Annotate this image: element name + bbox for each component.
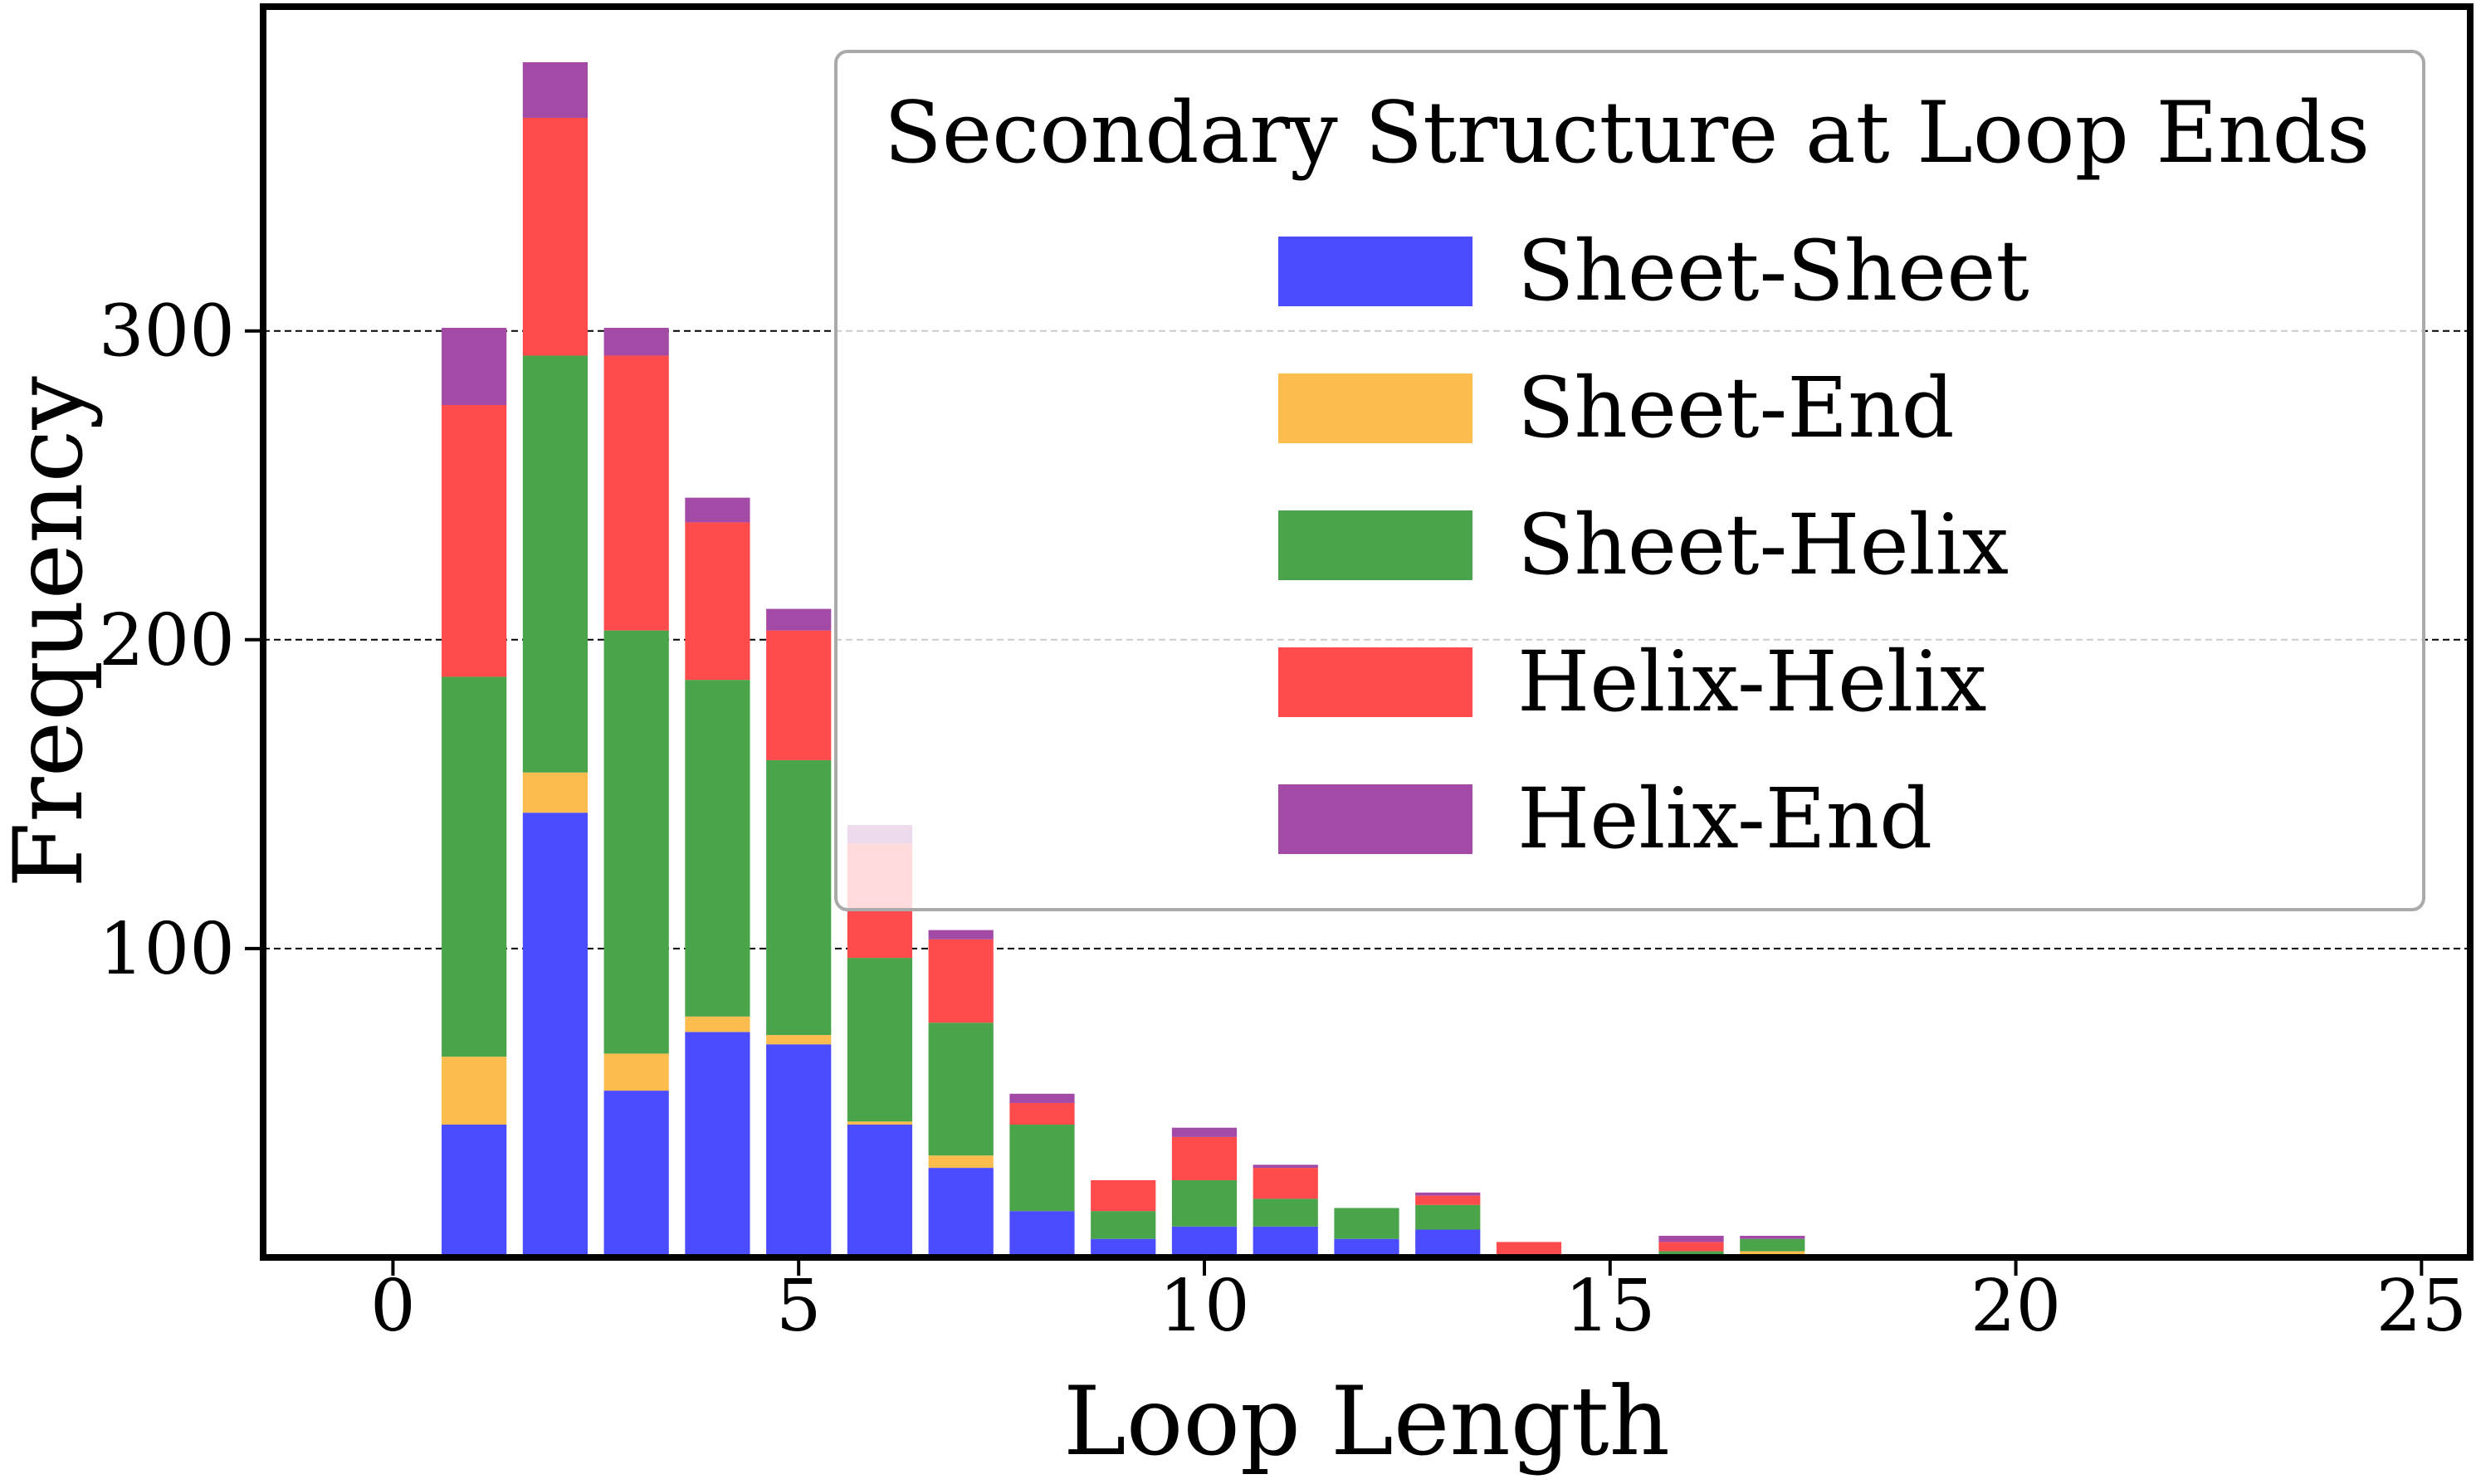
y-axis-label: Frequency [0, 376, 104, 888]
bar-segment [603, 1053, 669, 1091]
bar-segment [847, 1121, 913, 1125]
bar-segment [1091, 1238, 1156, 1257]
bar-segment [766, 759, 832, 1036]
bar-segment [522, 117, 588, 356]
bar-segment [1415, 1192, 1481, 1196]
legend-label: Helix-Helix [1517, 633, 1987, 730]
legend-label: Sheet-Sheet [1517, 222, 2029, 320]
bar-segment [928, 1155, 994, 1169]
legend-swatch [1278, 510, 1472, 580]
bar-segment [1253, 1226, 1318, 1257]
bar-segment [603, 630, 669, 1054]
legend: Secondary Structure at Loop Ends Sheet-S… [834, 50, 2425, 911]
legend-swatch [1278, 784, 1472, 854]
bar-segment [847, 958, 913, 1122]
bar-segment [847, 1124, 913, 1257]
bar-segment [1334, 1208, 1399, 1239]
bar-segment [1415, 1195, 1481, 1205]
bar-segment [442, 405, 507, 677]
bar-segment [928, 1023, 994, 1156]
bar-segment [522, 772, 588, 813]
legend-swatch [1278, 373, 1472, 443]
x-tick-label: 25 [2376, 1265, 2467, 1348]
y-tick-label: 100 [99, 908, 235, 991]
legend-label: Sheet-Helix [1517, 496, 2009, 593]
legend-swatch [1278, 647, 1472, 717]
bar-segment [685, 680, 750, 1017]
bar-segment [1658, 1242, 1724, 1252]
y-tick-label: 300 [99, 290, 235, 373]
bar-segment [522, 61, 588, 118]
bar-segment [928, 930, 994, 940]
bar-segment [1253, 1198, 1318, 1227]
bar-segment [1740, 1235, 1805, 1239]
bar-segment [1171, 1136, 1238, 1180]
bar-segment [1009, 1124, 1075, 1212]
plot-frame [260, 3, 2474, 1261]
bar-segment [766, 630, 832, 760]
bar-segment [1009, 1102, 1075, 1125]
x-tick-label: 0 [370, 1265, 416, 1348]
legend-label: Helix-End [1517, 770, 1932, 867]
bar-segment [1740, 1238, 1805, 1252]
bar-segment [1171, 1179, 1238, 1227]
x-tick-label: 20 [1971, 1265, 2061, 1348]
legend-swatch [1278, 237, 1472, 306]
bar-segment [1253, 1164, 1318, 1169]
bar-segment [685, 1016, 750, 1032]
bars [442, 61, 1805, 1257]
legend-frame [834, 50, 2425, 911]
bar-segment [442, 1057, 507, 1125]
bar-segment [928, 939, 994, 1023]
bar-segment [603, 327, 669, 356]
bar-segment [928, 1168, 994, 1257]
bar-segment [1334, 1238, 1399, 1257]
bar-segment [1658, 1235, 1724, 1242]
bar-segment [442, 676, 507, 1057]
ticks: 0 5 10 15 20 25 100 200 300 [99, 290, 2467, 1348]
x-tick-label: 15 [1565, 1265, 1655, 1348]
x-tick-label: 5 [776, 1265, 822, 1348]
bar-segment [685, 497, 750, 523]
bar-segment [685, 522, 750, 681]
legend-title: Secondary Structure at Loop Ends [884, 84, 2370, 183]
bar-segment [522, 355, 588, 773]
y-tick-label: 200 [99, 599, 235, 682]
bar-segment [766, 1044, 832, 1257]
bar-segment [1253, 1168, 1318, 1199]
bar-segment [1091, 1179, 1156, 1212]
bar-segment [603, 1091, 669, 1257]
x-axis-label: Loop Length [1063, 1366, 1670, 1477]
bar-segment [1415, 1229, 1481, 1257]
bar-segment [1415, 1204, 1481, 1230]
bar-segment [1091, 1211, 1156, 1239]
bar-segment [685, 1032, 750, 1257]
bar-segment [442, 1124, 507, 1257]
legend-label: Sheet-End [1517, 359, 1955, 456]
bar-segment [522, 813, 588, 1257]
bar-segment [766, 608, 832, 631]
bar-segment [1009, 1211, 1075, 1257]
bar-segment [766, 1035, 832, 1045]
bar-segment [1009, 1093, 1075, 1103]
bar-segment [1496, 1242, 1562, 1257]
bar-segment [603, 355, 669, 631]
bar-segment [1171, 1127, 1238, 1137]
x-tick-label: 10 [1159, 1265, 1249, 1348]
bar-segment [1171, 1226, 1238, 1257]
bar-segment [442, 327, 507, 406]
legend-entries: Sheet-Sheet Sheet-End Sheet-Helix Helix-Hel… [1278, 222, 2029, 867]
